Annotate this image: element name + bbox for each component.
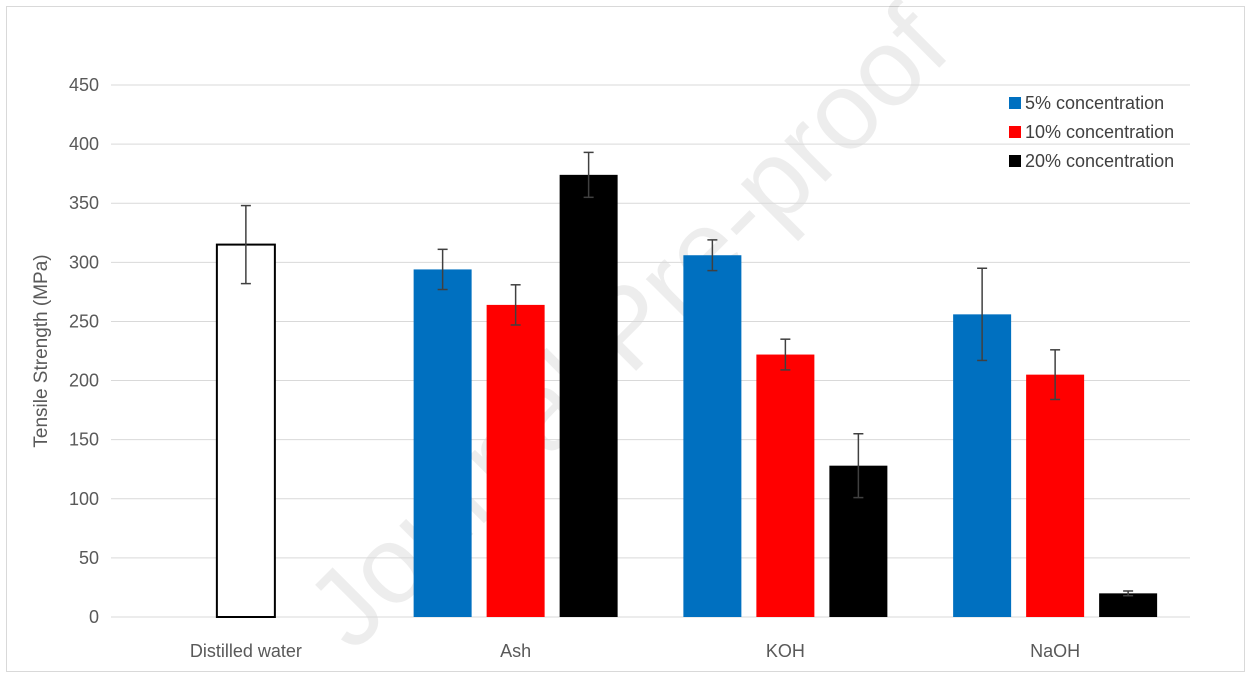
x-tick-label-koh: KOH [766,641,805,661]
y-tick-label-150: 150 [69,430,99,450]
bar-koh-5pct [683,255,742,618]
y-tick-label-350: 350 [69,193,99,213]
legend-swatch-20pct [1009,155,1021,167]
y-tick-label-300: 300 [69,252,99,272]
bar-naoh-5pct [953,314,1012,617]
x-tick-label-naoh: NaOH [1030,641,1080,661]
y-tick-label-0: 0 [89,607,99,627]
y-tick-label-400: 400 [69,134,99,154]
legend-swatch-5pct [1009,97,1021,109]
y-tick-label-250: 250 [69,311,99,331]
y-tick-label-200: 200 [69,371,99,391]
bar-distilled-water-control [215,243,276,618]
legend-swatch-10pct [1009,126,1021,138]
y-tick-label-450: 450 [69,75,99,95]
legend-label-5pct: 5% concentration [1025,93,1164,113]
bar-naoh-20pct [1099,593,1158,617]
bar-naoh-10pct [1026,374,1085,617]
bar-chart: 0 50 100 150 200 250 300 350 400 450 Tensile Stren… [31,75,1190,661]
x-tick-label-distilled-water: Distilled water [190,641,302,661]
bar-koh-10pct [756,354,815,617]
bar-ash-10pct [486,304,545,617]
x-tick-label-ash: Ash [500,641,531,661]
legend-label-10pct: 10% concentration [1025,122,1174,142]
y-tick-label-50: 50 [79,548,99,568]
y-tick-label-100: 100 [69,489,99,509]
chart-frame: Journal Pre-proof 0 50 100 150 200 250 300 350 4… [6,0,1245,672]
bar-ash-5pct [413,269,472,617]
legend-label-20pct: 20% concentration [1025,151,1174,171]
y-axis-title: Tensile Strength (MPa) [31,254,52,447]
bar-ash-20pct [559,174,618,618]
